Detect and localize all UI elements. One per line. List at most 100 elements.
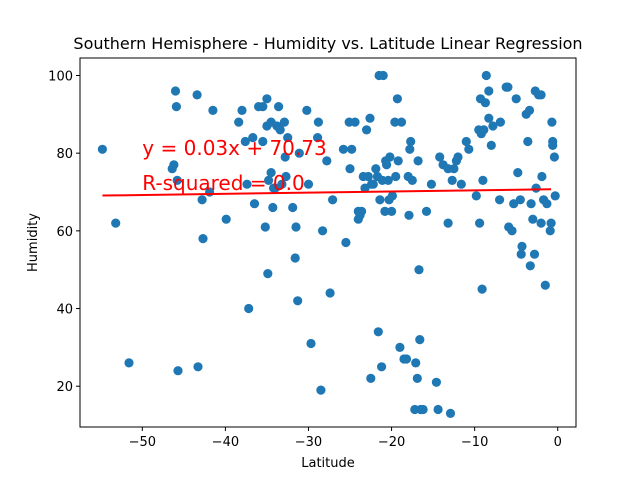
data-point-48 [294, 148, 304, 158]
data-point-178 [550, 191, 560, 201]
y-tick-label: 80 [56, 147, 73, 162]
x-axis-label: Latitude [301, 456, 355, 471]
data-point-158 [524, 105, 535, 115]
data-point-52 [313, 133, 323, 143]
x-axis: −50 −40 −30 −20 −10 0 [129, 427, 562, 450]
data-point-173 [546, 218, 556, 228]
data-point-54 [316, 385, 326, 395]
data-point-93 [390, 117, 400, 127]
chart-title: Southern Hemisphere - Humidity vs. Latit… [73, 34, 582, 53]
data-point-29 [263, 269, 273, 279]
data-point-113 [418, 404, 428, 415]
data-point-47 [293, 296, 303, 306]
data-point-177 [549, 152, 560, 162]
data-point-62 [345, 164, 355, 174]
data-point-72 [363, 171, 373, 182]
data-point-43 [283, 133, 293, 143]
data-point-19 [242, 179, 252, 189]
data-point-10 [193, 362, 203, 372]
x-tick-label: 0 [554, 435, 562, 450]
data-point-171 [542, 199, 552, 209]
data-point-59 [338, 144, 348, 154]
data-point-12 [198, 234, 208, 244]
data-point-144 [495, 195, 505, 205]
data-point-141 [484, 86, 494, 96]
data-point-58 [328, 195, 338, 205]
data-point-96 [393, 156, 403, 166]
annotation-1: R-squared = 0.0 [142, 171, 304, 195]
data-point-11 [197, 195, 207, 205]
data-point-41 [280, 152, 290, 162]
data-point-26 [260, 222, 270, 232]
data-point-24 [258, 102, 268, 112]
data-point-116 [431, 377, 441, 387]
data-point-14 [208, 105, 218, 115]
data-point-128 [461, 136, 471, 147]
data-point-147 [503, 82, 513, 92]
data-point-1 [111, 218, 121, 228]
data-point-7 [172, 175, 182, 185]
data-point-159 [525, 261, 535, 271]
data-point-102 [404, 210, 414, 220]
data-point-92 [387, 191, 397, 201]
data-point-33 [268, 202, 278, 213]
y-tick-label: 100 [48, 69, 73, 84]
data-point-85 [380, 206, 390, 216]
x-tick-label: −20 [378, 435, 405, 450]
data-point-74 [366, 373, 376, 383]
data-point-55 [318, 226, 328, 236]
data-point-42 [281, 171, 291, 182]
data-point-68 [357, 206, 367, 216]
data-point-110 [414, 265, 424, 275]
data-point-15 [221, 214, 231, 224]
annotation-0: y = 0.03x + 70.73 [142, 136, 326, 160]
data-point-100 [401, 354, 412, 364]
data-point-114 [421, 206, 432, 216]
data-point-60 [341, 237, 351, 248]
data-point-152 [513, 168, 523, 178]
regression-line [102, 188, 552, 197]
data-point-115 [426, 179, 436, 189]
data-point-25 [258, 136, 268, 147]
data-point-157 [523, 136, 533, 147]
y-tick-label: 40 [56, 303, 73, 318]
data-point-57 [325, 288, 335, 298]
y-axis-label: Humidity [26, 213, 41, 272]
data-point-51 [306, 338, 316, 349]
data-point-79 [373, 327, 383, 337]
data-point-111 [415, 335, 425, 345]
data-point-95 [392, 94, 402, 104]
annotation-layer: y = 0.03x + 70.73 R-squared = 0.0 [142, 136, 326, 195]
data-point-16 [234, 117, 244, 127]
data-point-123 [447, 175, 457, 185]
data-point-143 [488, 121, 498, 131]
data-point-64 [350, 117, 360, 127]
data-point-2 [124, 358, 134, 368]
data-point-97 [395, 342, 405, 352]
data-point-18 [240, 136, 250, 147]
data-point-167 [536, 218, 546, 228]
plot-frame [79, 57, 577, 428]
data-point-37 [274, 102, 284, 112]
data-point-176 [548, 140, 558, 150]
regression-layer [102, 188, 552, 197]
data-point-174 [547, 117, 557, 127]
data-point-45 [290, 253, 300, 263]
data-point-27 [262, 94, 272, 104]
data-point-21 [248, 133, 258, 143]
data-point-17 [237, 105, 247, 115]
y-tick-label: 60 [56, 225, 73, 240]
data-point-50 [303, 179, 314, 189]
data-point-84 [378, 70, 388, 81]
data-point-130 [471, 191, 481, 201]
data-point-108 [412, 373, 422, 383]
data-point-9 [192, 90, 202, 100]
data-point-76 [368, 179, 378, 189]
data-point-160 [526, 199, 536, 209]
data-point-39 [277, 179, 287, 189]
data-point-104 [406, 136, 416, 147]
data-point-91 [387, 206, 397, 216]
data-point-142 [486, 140, 496, 150]
data-point-4 [167, 164, 177, 174]
data-point-168 [537, 171, 547, 182]
